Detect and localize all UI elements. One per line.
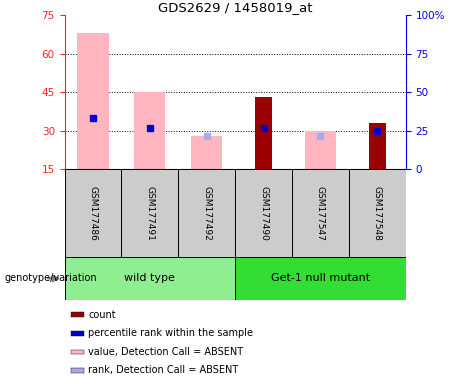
- Bar: [235, 169, 292, 257]
- Bar: [349, 169, 406, 257]
- Bar: [65, 257, 235, 300]
- Bar: [71, 313, 84, 317]
- Bar: [71, 331, 84, 336]
- Text: Get-1 null mutant: Get-1 null mutant: [271, 273, 370, 283]
- Title: GDS2629 / 1458019_at: GDS2629 / 1458019_at: [158, 1, 313, 14]
- Bar: [178, 169, 235, 257]
- Text: percentile rank within the sample: percentile rank within the sample: [89, 328, 254, 338]
- Text: GSM177547: GSM177547: [316, 186, 325, 240]
- Bar: [77, 33, 109, 169]
- Text: GSM177490: GSM177490: [259, 186, 268, 240]
- Bar: [71, 349, 84, 354]
- Text: genotype/variation: genotype/variation: [5, 273, 97, 283]
- Bar: [121, 169, 178, 257]
- Bar: [255, 97, 272, 169]
- Bar: [134, 92, 165, 169]
- Bar: [65, 169, 121, 257]
- Bar: [369, 123, 386, 169]
- Bar: [235, 257, 406, 300]
- Text: GSM177492: GSM177492: [202, 186, 211, 240]
- Bar: [292, 169, 349, 257]
- Text: wild type: wild type: [124, 273, 175, 283]
- Text: GSM177486: GSM177486: [89, 186, 97, 240]
- Text: count: count: [89, 310, 116, 320]
- Text: GSM177491: GSM177491: [145, 186, 154, 240]
- Text: rank, Detection Call = ABSENT: rank, Detection Call = ABSENT: [89, 366, 239, 376]
- Bar: [71, 368, 84, 373]
- Bar: [191, 136, 222, 169]
- Bar: [305, 131, 336, 169]
- Text: value, Detection Call = ABSENT: value, Detection Call = ABSENT: [89, 347, 243, 357]
- Text: GSM177548: GSM177548: [373, 186, 382, 240]
